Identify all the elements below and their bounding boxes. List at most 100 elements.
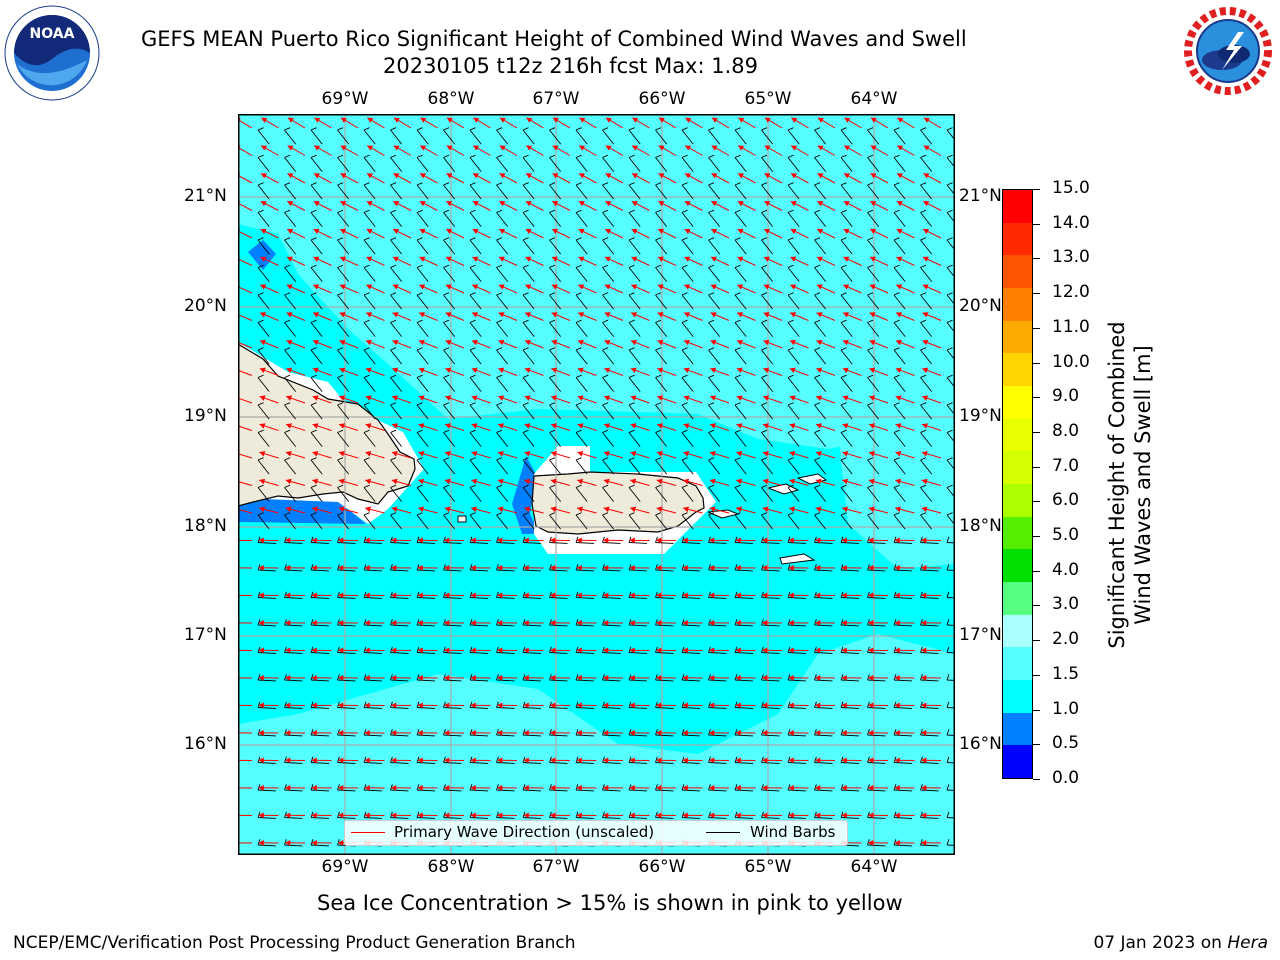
wind-barb [257,484,270,502]
legend-wave-label: Primary Wave Direction (unscaled) [394,823,655,841]
wave-arrow-head [894,839,900,846]
wind-barb [549,127,562,145]
wind-barb [363,512,376,530]
wind-barb [814,237,827,255]
wind-barb [655,182,668,200]
colorbar-tick-mark [1033,431,1040,433]
wave-arrow-head [921,506,928,513]
wave-arrow-head [339,256,346,262]
wave-arrow-head [524,395,531,401]
wave-arrow-head [497,478,504,485]
lat-label-right-16n: 16°N [959,734,1002,754]
wind-barb [310,374,323,392]
wind-barb [946,182,955,196]
wind-barb [893,127,906,145]
wind-barb [946,811,955,819]
wind-barb [469,512,482,530]
wave-arrow-head [523,537,529,544]
wave-arrow-head [552,201,559,207]
wind-barb [946,536,955,544]
wind-barb [416,729,436,737]
wave-arrow-head [922,256,929,262]
wave-arrow-head [444,729,450,736]
wave-arrow-head [841,812,847,819]
colorbar-segment [1003,516,1032,550]
wind-barb [840,292,853,310]
wave-arrow-head [418,395,425,401]
wave-arrow-head [470,592,476,599]
wind-barb [575,512,588,530]
wave-arrow-head [895,478,902,485]
wave-arrow-head [523,564,529,571]
wind-barb [893,839,912,847]
wave-arrow-head [365,367,372,374]
wave-arrow [238,258,253,266]
wind-barb [390,484,403,502]
wind-barb [337,319,350,337]
wave-arrow-head [340,228,347,235]
wind-barb [310,154,323,172]
wave-arrow-head [445,367,452,374]
wind-barb [363,457,376,475]
wind-barb [257,512,270,530]
wind-barb [867,237,880,255]
wind-barb [443,674,462,682]
wave-arrow-head [551,367,558,374]
wind-barb [443,347,456,365]
wind-barb [522,619,542,627]
wave-arrow-head [444,478,451,485]
wind-barb [893,536,912,544]
wind-barb [787,209,800,227]
wind-barb [920,784,939,792]
wave-arrow-head [579,117,586,123]
wind-barb [363,292,376,310]
wave-arrow-head [311,564,317,571]
wave-arrow-head [816,367,823,374]
wave-arrow-head [471,367,478,374]
wave-arrow-head [340,145,347,151]
wave-arrow-head [603,537,609,544]
wave-arrow-head [737,228,744,235]
wind-barb [893,182,906,200]
wave-arrow-head [762,674,768,681]
wave-arrow-head [418,478,425,485]
map-legend: Primary Wave Direction (unscaled) Wind B… [344,820,848,846]
wind-barb [893,619,912,627]
wind-barb [575,564,595,572]
wind-barb [867,729,886,737]
wind-barb [284,237,297,255]
wind-barb [257,402,270,420]
wind-barb [734,264,747,282]
wind-barb [628,292,641,310]
wind-barb [734,182,747,200]
wave-arrow-head [470,564,476,571]
wave-arrow-head [339,312,346,318]
wind-barb [522,484,535,502]
wave-arrow-head [364,702,370,709]
wind-barb [469,209,482,227]
wave-arrow-head [657,395,664,401]
wave-arrow-head [630,478,637,485]
lat-label-left-19n: 19°N [184,406,227,426]
wave-arrow-head [736,450,743,457]
wave-arrow-head [524,339,531,346]
wave-arrow-head [444,423,451,429]
wind-barb [575,484,588,502]
wave-arrow-head [285,702,291,709]
wave-arrow-head [259,423,266,429]
wave-arrow-head [444,506,451,513]
wave-arrow-head [312,450,319,457]
wave-arrow-head [364,757,370,764]
wave-arrow-head [604,395,611,401]
wind-barb [469,319,482,337]
wave-arrow-head [709,729,715,736]
wave-arrow-head [921,450,928,457]
wave-arrow-head [868,784,874,791]
wave-arrow-head [922,284,929,290]
wind-barb [655,154,668,172]
wave-arrow-head [523,702,529,709]
wind-barb [363,127,376,145]
wind-barb [575,402,588,420]
wave-arrow-head [365,395,372,401]
wave-arrow-head [471,506,477,513]
